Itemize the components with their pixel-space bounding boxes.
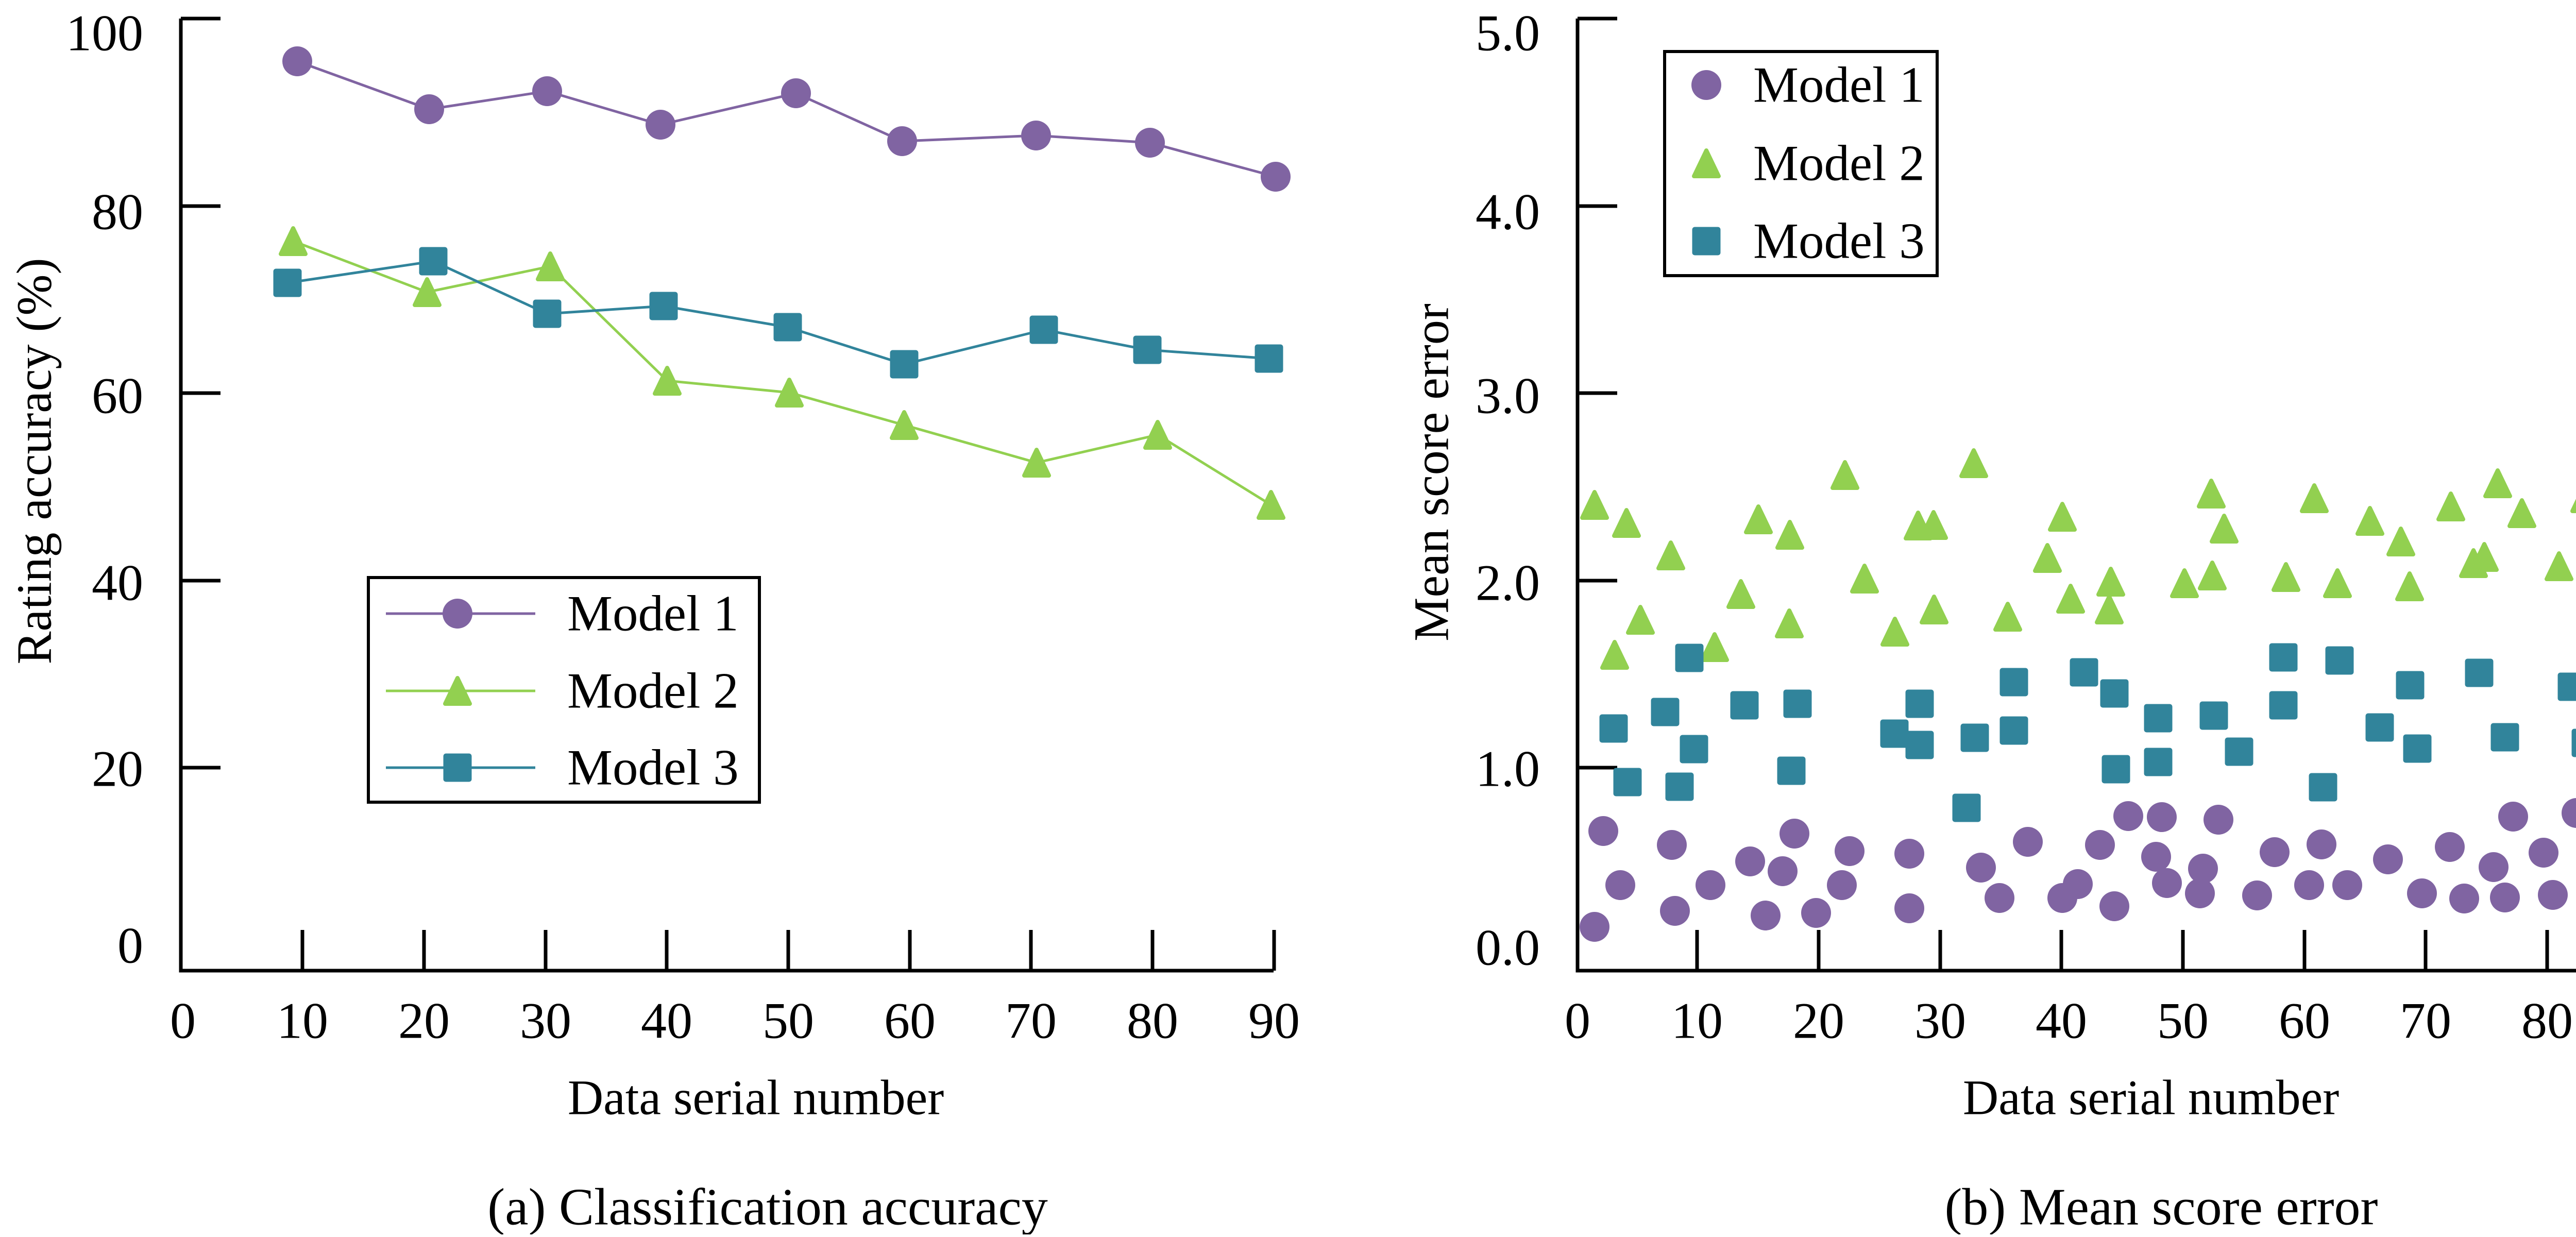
- svg-text:Data serial number: Data serial number: [568, 1070, 944, 1125]
- svg-text:Model 3: Model 3: [567, 740, 739, 796]
- svg-text:60: 60: [2279, 992, 2330, 1049]
- svg-text:Model 1: Model 1: [1753, 57, 1925, 113]
- svg-text:50: 50: [2157, 992, 2209, 1049]
- svg-text:(b) Mean score error: (b) Mean score error: [1944, 1178, 2378, 1235]
- svg-text:30: 30: [520, 992, 571, 1049]
- svg-text:80: 80: [92, 183, 143, 241]
- svg-text:(a) Classification accuracy: (a) Classification accuracy: [487, 1178, 1047, 1235]
- svg-text:80: 80: [2521, 992, 2573, 1049]
- svg-text:90: 90: [1248, 992, 1300, 1049]
- svg-text:40: 40: [2036, 992, 2087, 1049]
- svg-text:60: 60: [92, 367, 143, 425]
- svg-text:Rating accuracy (%): Rating accuracy (%): [7, 258, 62, 665]
- svg-text:10: 10: [1671, 992, 1723, 1049]
- svg-text:40: 40: [641, 992, 692, 1049]
- svg-text:20: 20: [398, 992, 450, 1049]
- svg-text:3.0: 3.0: [1476, 367, 1540, 425]
- svg-text:0: 0: [1565, 992, 1590, 1049]
- svg-text:30: 30: [1914, 992, 1966, 1049]
- svg-text:0.0: 0.0: [1476, 919, 1540, 976]
- svg-text:80: 80: [1127, 992, 1178, 1049]
- svg-text:100: 100: [66, 5, 143, 62]
- svg-text:Data serial number: Data serial number: [1963, 1070, 2339, 1125]
- svg-text:Model 2: Model 2: [567, 663, 739, 719]
- svg-text:70: 70: [1005, 992, 1057, 1049]
- svg-text:50: 50: [762, 992, 814, 1049]
- svg-text:5.0: 5.0: [1476, 5, 1540, 62]
- svg-text:70: 70: [2400, 992, 2451, 1049]
- svg-text:20: 20: [92, 740, 143, 798]
- svg-text:0: 0: [170, 992, 196, 1049]
- svg-text:Model 2: Model 2: [1753, 135, 1925, 192]
- svg-text:1.0: 1.0: [1476, 740, 1540, 798]
- svg-text:Model 3: Model 3: [1753, 213, 1925, 269]
- svg-text:2.0: 2.0: [1476, 554, 1540, 612]
- svg-text:10: 10: [277, 992, 328, 1049]
- svg-text:4.0: 4.0: [1476, 183, 1540, 241]
- svg-text:60: 60: [884, 992, 936, 1049]
- svg-text:0: 0: [117, 917, 143, 974]
- svg-text:Mean score error: Mean score error: [1404, 303, 1459, 641]
- svg-text:Model 1: Model 1: [567, 586, 739, 642]
- svg-text:40: 40: [92, 554, 143, 612]
- svg-text:20: 20: [1793, 992, 1844, 1049]
